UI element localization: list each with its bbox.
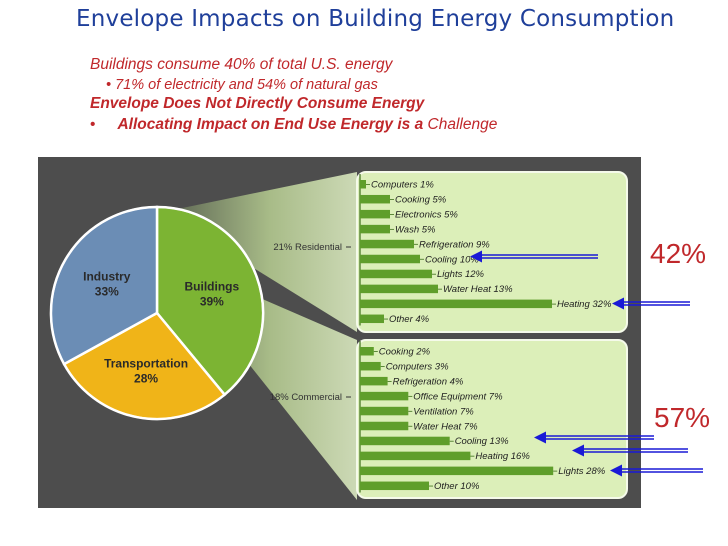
commercial-bar xyxy=(360,436,450,446)
residential-bar-label: Cooking 5% xyxy=(395,194,447,205)
pie-outline xyxy=(50,206,264,420)
residential-bar xyxy=(360,224,390,234)
commercial-bar xyxy=(360,361,381,371)
bullet-electricity-gas: • 71% of electricity and 54% of natural … xyxy=(106,77,378,93)
residential-bar xyxy=(360,254,420,264)
residential-bar xyxy=(360,194,390,204)
residential-bar-label: Refrigeration 9% xyxy=(419,239,490,250)
pie-value-industry: 33% xyxy=(95,284,119,298)
commercial-bar-label: Office Equipment 7% xyxy=(413,391,503,402)
commercial-bar xyxy=(360,466,554,476)
commercial-bar xyxy=(360,406,409,416)
commercial-bar-label: Cooling 13% xyxy=(455,436,509,447)
residential-bar-label: Other 4% xyxy=(389,314,430,325)
bullet-allocating-text: Allocating Impact on End Use Energy is a xyxy=(117,116,424,133)
bullet-challenge-word: Challenge xyxy=(427,116,498,133)
residential-bar xyxy=(360,209,390,219)
commercial-bar-label: Heating 16% xyxy=(475,451,530,462)
residential-bar xyxy=(360,180,366,189)
commercial-total-callout: 57% xyxy=(654,402,711,433)
residential-bar xyxy=(360,269,432,279)
residential-bar-label: Computers 1% xyxy=(371,180,434,191)
commercial-bar xyxy=(360,347,374,356)
arrow-commercial-lights-head xyxy=(610,464,622,477)
residential-group-label: 21% Residential xyxy=(273,242,342,253)
bullet-envelope: Envelope Does Not Directly Consume Energ… xyxy=(90,95,425,112)
commercial-bar-label: Computers 3% xyxy=(386,361,449,372)
residential-bar-label: Heating 32% xyxy=(557,299,612,310)
zoom-wedge-residential xyxy=(163,172,357,332)
arrow-commercial-heating-head xyxy=(572,444,584,457)
residential-bar-label: Electronics 5% xyxy=(395,209,458,220)
residential-bar xyxy=(360,314,384,324)
commercial-bar xyxy=(360,376,388,386)
residential-bar-label: Wash 5% xyxy=(395,224,436,235)
slide-title: Envelope Impacts on Building Energy Cons… xyxy=(76,6,675,32)
bullet-dot: • xyxy=(90,116,96,133)
commercial-bar-label: Cooking 2% xyxy=(379,347,431,358)
pie-label-buildings: Buildings xyxy=(185,279,240,293)
bullet-buildings-energy: Buildings consume 40% of total U.S. ener… xyxy=(90,56,393,73)
commercial-bar-label: Lights 28% xyxy=(558,466,606,477)
commercial-bar xyxy=(360,451,471,461)
commercial-bar-label: Ventilation 7% xyxy=(413,406,474,417)
pie-value-buildings: 39% xyxy=(200,294,224,308)
residential-bar-label: Cooling 10% xyxy=(425,254,479,265)
arrow-residential-cooling-head xyxy=(470,250,482,263)
commercial-group-label: 18% Commercial xyxy=(270,392,342,403)
pie-label-industry: Industry xyxy=(83,269,131,283)
commercial-bar-label: Refrigeration 4% xyxy=(393,376,464,387)
commercial-bar-label: Water Heat 7% xyxy=(413,421,478,432)
residential-bar-label: Lights 12% xyxy=(437,269,485,280)
commercial-bar-label: Other 10% xyxy=(434,481,480,492)
pie-value-transportation: 28% xyxy=(134,371,158,385)
commercial-bar xyxy=(360,421,409,431)
arrow-commercial-cooling-head xyxy=(534,431,546,444)
arrow-residential-heating-head xyxy=(612,297,624,310)
residential-bar xyxy=(360,239,414,249)
residential-bar xyxy=(360,299,552,309)
pie-label-transportation: Transportation xyxy=(104,356,188,370)
residential-total-callout: 42% xyxy=(650,238,707,269)
residential-bar-label: Water Heat 13% xyxy=(443,284,513,295)
bullet-allocating: • Allocating Impact on End Use Energy is … xyxy=(90,116,497,134)
commercial-bar xyxy=(360,391,409,401)
residential-bar xyxy=(360,284,438,294)
commercial-bar xyxy=(360,481,429,491)
